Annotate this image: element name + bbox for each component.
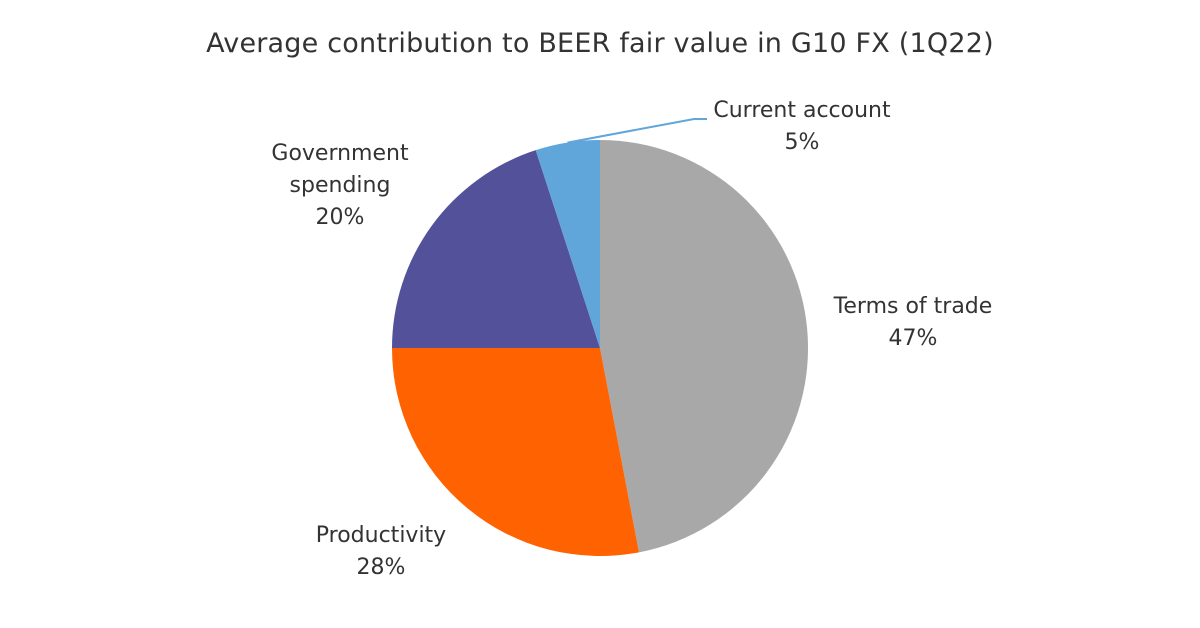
- pie-slice-productivity: [392, 348, 639, 557]
- slice-label-terms-of-trade: Terms of trade 47%: [833, 294, 993, 351]
- slice-label-current-account: Current account 5%: [713, 98, 891, 155]
- slice-label-productivity: Productivity 28%: [316, 523, 446, 580]
- pie-slice-current-account: [535, 140, 600, 348]
- leader-line-current-account: [567, 118, 707, 144]
- chart-title: Average contribution to BEER fair value …: [206, 28, 994, 59]
- pie-slice-terms-of-trade: [600, 139, 809, 553]
- pie-slice-government-spending: [392, 150, 600, 348]
- slice-label-government-spending: Government spending 20%: [271, 141, 409, 230]
